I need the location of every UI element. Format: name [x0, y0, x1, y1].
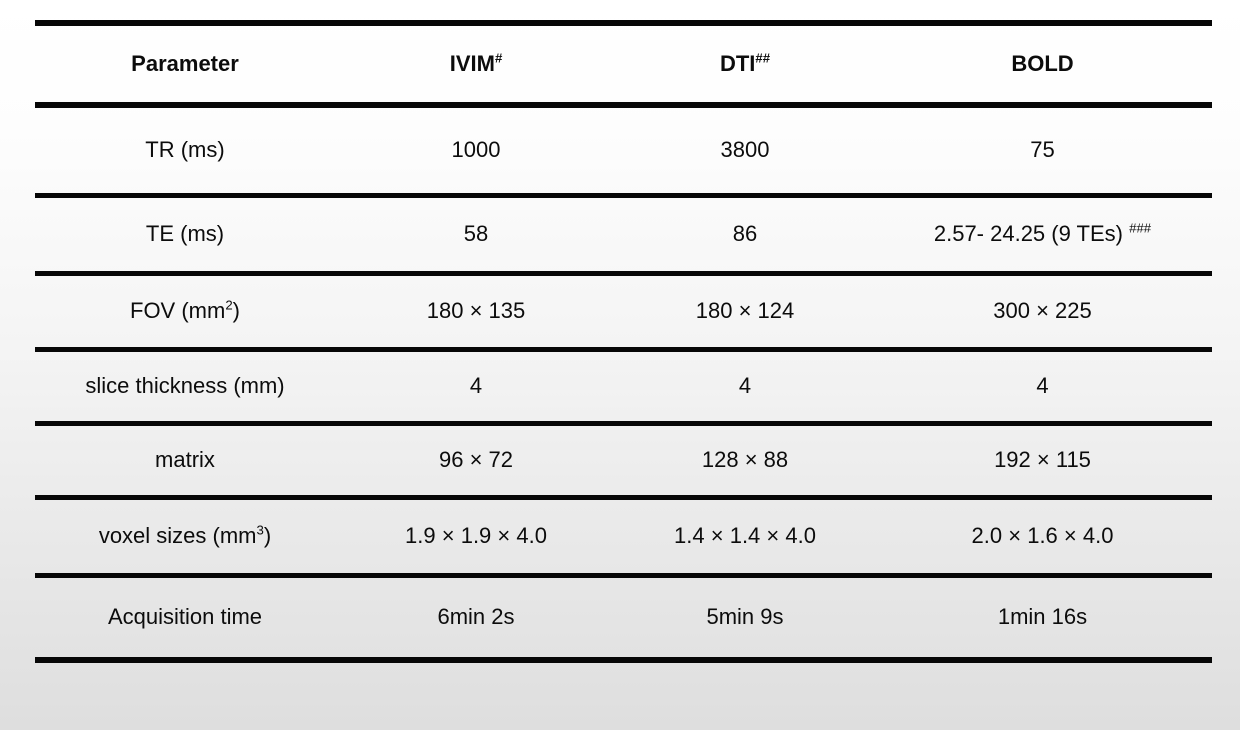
table-row-fov: FOV (mm2) 180 × 135 180 × 124 300 × 225 [35, 273, 1212, 349]
cell-bold: 2.57- 24.25 (9 TEs) ### [933, 220, 1152, 246]
footnote-marker: # [494, 50, 503, 66]
header-cell-dti: DTI## [617, 23, 873, 105]
cell-ivim: 180 × 135 [426, 297, 526, 323]
table-row-acquisition-time: Acquisition time 6min 2s 5min 9s 1min 16… [35, 575, 1212, 660]
mri-parameters-table: Parameter IVIM# DTI## BOLD TR (ms) 1000 … [35, 20, 1212, 663]
row-label: Acquisition time [107, 604, 263, 630]
superscript: 2 [225, 297, 233, 313]
header-row: Parameter IVIM# DTI## BOLD [35, 23, 1212, 105]
cell-dti: 3800 [720, 137, 770, 163]
cell-bold: 192 × 115 [994, 446, 1091, 472]
table-row-slice-thickness: slice thickness (mm) 4 4 4 [35, 349, 1212, 423]
cell-bold: 4 [1036, 372, 1049, 398]
table-row-voxel-sizes: voxel sizes (mm3) 1.9 × 1.9 × 4.0 1.4 × … [35, 497, 1212, 575]
cell-bold: 2.0 × 1.6 × 4.0 [971, 522, 1114, 548]
cell-dti: 5min 9s [706, 604, 784, 630]
cell-dti: 1.4 × 1.4 × 4.0 [674, 522, 816, 548]
cell-dti: 4 [738, 372, 752, 398]
header-text: BOLD [1011, 50, 1074, 76]
header-text: IVIM [449, 50, 495, 76]
cell-dti: 86 [732, 220, 758, 246]
cell-bold: 75 [1030, 137, 1055, 163]
superscript: ### [1129, 220, 1152, 236]
cell-bold: 1min 16s [997, 604, 1088, 630]
cell-ivim: 1.9 × 1.9 × 4.0 [405, 522, 547, 548]
header-cell-parameter: Parameter [35, 23, 335, 105]
cell-ivim: 6min 2s [437, 604, 515, 630]
header-cell-bold: BOLD [873, 23, 1212, 105]
header-cell-ivim: IVIM# [335, 23, 617, 105]
header-text: DTI [719, 50, 756, 76]
row-label: matrix [155, 446, 215, 472]
footnote-marker: ## [755, 50, 771, 66]
header-text: Parameter [131, 50, 239, 76]
cell-ivim: 96 × 72 [438, 446, 513, 472]
cell-dti: 180 × 124 [695, 297, 795, 323]
row-label: voxel sizes (mm3) [98, 522, 272, 548]
cell-dti: 128 × 88 [701, 446, 789, 472]
row-label: TR (ms) [145, 137, 225, 163]
cell-bold: 300 × 225 [993, 297, 1092, 323]
cell-ivim: 4 [469, 372, 483, 398]
table-row-matrix: matrix 96 × 72 128 × 88 192 × 115 [35, 423, 1212, 497]
table-row-te: TE (ms) 58 86 2.57- 24.25 (9 TEs) ### [35, 195, 1212, 273]
cell-ivim: 1000 [451, 137, 501, 163]
superscript: 3 [256, 522, 264, 538]
row-label: FOV (mm2) [130, 297, 240, 323]
table-row-tr: TR (ms) 1000 3800 75 [35, 105, 1212, 195]
row-label: TE (ms) [145, 220, 225, 246]
cell-ivim: 58 [463, 220, 489, 246]
row-label: slice thickness (mm) [85, 372, 285, 398]
